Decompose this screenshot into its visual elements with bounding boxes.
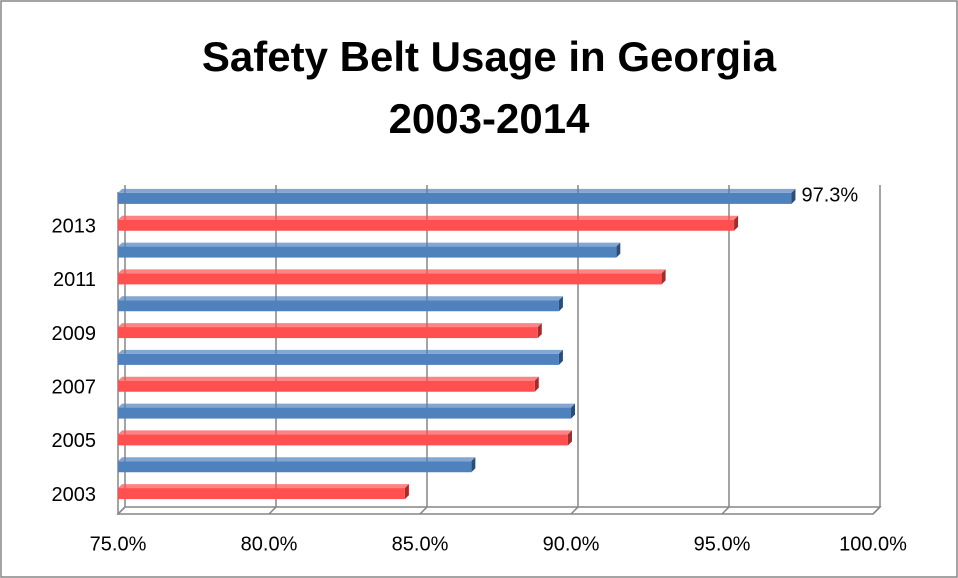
- bar: [118, 269, 666, 285]
- bar: [118, 242, 621, 258]
- bar: [118, 484, 409, 500]
- y-tick-label: 2007: [52, 377, 97, 399]
- grid-line: [268, 185, 277, 515]
- chart-title: 2003-2014: [389, 95, 590, 142]
- grid-line: [570, 185, 579, 515]
- x-tick-label: 95.0%: [694, 533, 751, 555]
- bar: [118, 403, 575, 419]
- bar: [118, 430, 572, 446]
- bar: [118, 188, 796, 204]
- y-tick-label: 2011: [53, 269, 96, 291]
- x-tick-label: 80.0%: [241, 533, 298, 555]
- chart-title: Safety Belt Usage in Georgia: [202, 33, 777, 80]
- y-tick-label: 2005: [52, 430, 97, 452]
- grid-line: [872, 185, 881, 515]
- bar: [118, 296, 563, 312]
- value-label: 97.3%: [801, 185, 858, 207]
- grid-line: [419, 185, 428, 515]
- grid-line: [721, 185, 730, 515]
- grid-line: [117, 185, 126, 515]
- y-tick-label: 2013: [52, 216, 97, 238]
- y-tick-label: 2003: [52, 484, 97, 506]
- bar: [118, 215, 739, 231]
- y-tick-label: 2009: [52, 323, 97, 345]
- x-tick-label: 90.0%: [543, 533, 600, 555]
- bar: [118, 457, 476, 473]
- bar: [118, 349, 563, 365]
- x-tick-label: 85.0%: [392, 533, 449, 555]
- bar: [118, 376, 539, 392]
- bar: [118, 323, 542, 339]
- x-tick-label: 100.0%: [839, 533, 907, 555]
- x-tick-label: 75.0%: [90, 533, 147, 555]
